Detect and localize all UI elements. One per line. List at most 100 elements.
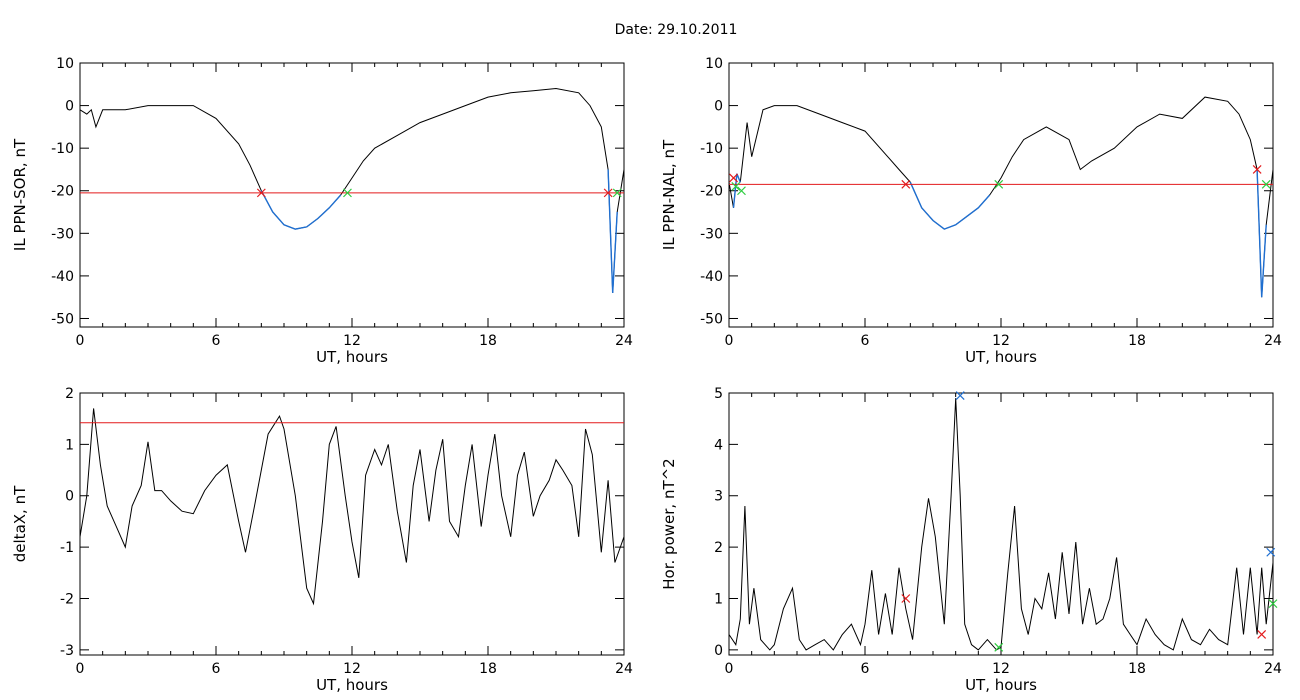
x-tick-label: 6 <box>212 661 221 677</box>
x-tick-label: 6 <box>861 661 870 677</box>
x-tick-label: 18 <box>479 661 497 677</box>
y-tick-label: 0 <box>65 99 74 115</box>
marker-stroke <box>256 188 266 198</box>
marker-red <box>1257 630 1267 639</box>
y-axis-label: IL PPN-SOR, nT <box>11 138 29 251</box>
y-tick-label: 10 <box>56 56 74 72</box>
marker-green <box>731 182 741 191</box>
y-tick-label: -40 <box>51 269 74 285</box>
y-tick-label: -1 <box>60 540 74 556</box>
marker-red <box>729 173 738 183</box>
marker-green <box>994 642 1004 652</box>
y-tick-label: -10 <box>51 141 74 157</box>
x-axis-label: UT, hours <box>965 348 1037 366</box>
plot-frame <box>728 62 1274 328</box>
marker-stroke <box>603 188 613 198</box>
marker-stroke <box>901 179 911 189</box>
series-line <box>80 408 624 606</box>
marker-red <box>1252 165 1262 174</box>
marker-stroke <box>1266 547 1276 557</box>
date-title: Date: 29.10.2011 <box>615 22 738 38</box>
x-axis-label: UT, hours <box>316 676 388 694</box>
x-tick-label: 24 <box>615 333 633 349</box>
marker-blue <box>955 391 965 400</box>
y-tick-label: -30 <box>51 226 74 242</box>
marker-red <box>603 188 613 198</box>
marker-green <box>1261 179 1271 189</box>
marker-stroke <box>994 179 1004 189</box>
plot-frame <box>79 62 625 328</box>
y-tick-label: 1 <box>714 591 723 607</box>
x-tick-label: 0 <box>725 661 734 677</box>
chart-hor-power: 0 6 12 18 24 5 4 3 2 1 0 UT, hours Hor. power, nT^2 <box>660 386 1282 694</box>
y-tick-label: 0 <box>714 99 723 115</box>
series-line <box>80 87 624 293</box>
marker-stroke <box>1257 630 1267 639</box>
plot-frame <box>79 392 625 656</box>
marker-green <box>1268 599 1278 609</box>
highlight-segment <box>260 190 342 230</box>
y-tick-label: -50 <box>51 311 74 327</box>
x-tick-label: 18 <box>479 333 497 349</box>
highlight-segment <box>732 173 741 208</box>
marker-stroke <box>737 186 746 196</box>
marker-green <box>737 186 746 196</box>
marker-stroke <box>994 642 1004 652</box>
highlight-segment <box>607 169 618 293</box>
y-tick-label: 5 <box>714 386 723 402</box>
series-line <box>729 398 1273 651</box>
marker-stroke <box>729 173 738 183</box>
marker-stroke <box>1252 165 1262 174</box>
series-line <box>729 96 1273 298</box>
marker-red <box>901 179 911 189</box>
x-tick-label: 12 <box>992 333 1010 349</box>
marker-green <box>343 188 352 198</box>
marker-green <box>612 188 622 198</box>
y-tick-label: 0 <box>714 643 723 659</box>
x-tick-label: 0 <box>76 661 85 677</box>
plot-area <box>80 87 624 293</box>
y-tick-label: 2 <box>714 540 723 556</box>
chart-deltax: 0 6 12 18 24 2 1 0 -1 -2 -3 UT, hours deltaX, nT <box>11 386 633 694</box>
x-tick-label: 12 <box>343 333 361 349</box>
marker-stroke <box>343 188 352 198</box>
marker-stroke <box>1261 179 1271 189</box>
marker-stroke <box>1268 599 1278 609</box>
plot-area <box>80 408 624 606</box>
y-tick-label: -10 <box>700 141 723 157</box>
y-axis-label: IL PPN-NAL, nT <box>660 139 678 250</box>
marker-stroke <box>955 391 965 400</box>
x-axis-label: UT, hours <box>965 676 1037 694</box>
chart-il-sor: 0 6 12 18 24 10 0 -10 -20 -30 -40 -50 UT, hours IL PP… <box>11 56 633 366</box>
x-tick-label: 6 <box>861 333 870 349</box>
marker-stroke <box>612 188 622 198</box>
y-axis-label: deltaX, nT <box>11 485 29 562</box>
y-tick-label: -40 <box>700 269 723 285</box>
marker-blue <box>1266 547 1276 557</box>
x-tick-label: 0 <box>725 333 734 349</box>
y-tick-label: -50 <box>700 311 723 327</box>
marker-red <box>256 188 266 198</box>
y-tick-label: -20 <box>51 184 74 200</box>
y-tick-label: -30 <box>700 226 723 242</box>
x-tick-label: 0 <box>76 333 85 349</box>
marker-stroke <box>731 182 741 191</box>
plot-area <box>729 398 1273 651</box>
y-tick-label: -3 <box>60 643 74 659</box>
marker-red <box>901 594 911 603</box>
y-axis-label: Hor. power, nT^2 <box>660 458 678 589</box>
x-axis-label: UT, hours <box>316 348 388 366</box>
y-tick-label: -2 <box>60 591 74 607</box>
highlight-segment <box>1256 169 1267 298</box>
x-tick-label: 6 <box>212 333 221 349</box>
plot-frame <box>728 392 1274 656</box>
x-tick-label: 18 <box>1128 661 1146 677</box>
chart-il-nal: 0 6 12 18 24 10 0 -10 -20 -30 -40 -50 UT, hours IL PP… <box>660 56 1282 366</box>
y-tick-label: 0 <box>65 489 74 505</box>
marker-stroke <box>901 594 911 603</box>
y-tick-label: -20 <box>700 184 723 200</box>
plot-area <box>729 96 1273 298</box>
y-tick-label: 2 <box>65 386 74 402</box>
